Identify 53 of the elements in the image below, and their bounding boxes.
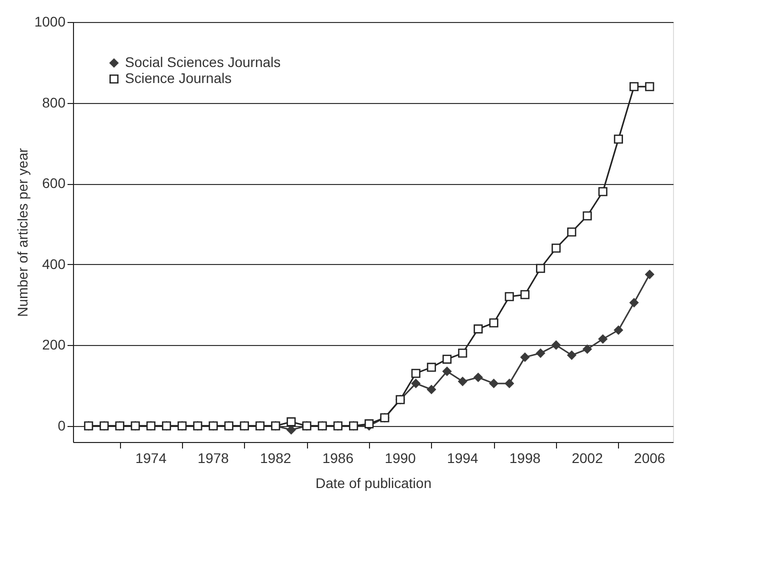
x-tick-label: 1986	[322, 450, 354, 466]
x-tick-label: 1998	[509, 450, 541, 466]
y-axis-title: Number of articles per year	[14, 148, 30, 317]
point	[582, 344, 592, 354]
x-tick-label: 2002	[572, 450, 604, 466]
point	[598, 187, 608, 196]
y-tick-label: 600	[42, 175, 66, 192]
point	[426, 384, 436, 394]
point	[536, 264, 546, 273]
legend-label: Social Sciences Journals	[125, 54, 281, 70]
point	[552, 244, 561, 253]
point	[567, 350, 576, 360]
point	[598, 334, 608, 344]
point	[411, 368, 420, 378]
x-axis-title: Date of publication	[316, 475, 432, 491]
point	[630, 82, 639, 92]
y-tick-label: 800	[42, 94, 66, 110]
point	[474, 324, 483, 334]
x-tick-label: 1982	[260, 450, 292, 466]
point	[567, 227, 576, 237]
point	[520, 352, 530, 362]
x-tick-label: 2006	[634, 450, 666, 466]
x-tick-label: 1994	[447, 450, 478, 466]
point	[489, 378, 498, 388]
y-tick-label: 200	[42, 336, 66, 353]
point	[364, 419, 374, 428]
point	[582, 211, 592, 220]
point	[411, 378, 420, 388]
x-tick-label: 1974	[135, 450, 167, 466]
point	[474, 372, 483, 382]
point	[458, 376, 468, 386]
y-tick-label: 1000	[34, 14, 66, 30]
point	[614, 326, 623, 335]
point	[552, 340, 561, 350]
point	[489, 318, 498, 328]
legend-label: Science Journals	[125, 70, 232, 86]
point	[504, 378, 514, 388]
x-tick-label: 1990	[384, 450, 416, 466]
point	[458, 348, 468, 358]
point	[645, 270, 654, 279]
point	[520, 290, 530, 300]
point	[614, 134, 623, 144]
y-tick-label: 400	[42, 256, 66, 272]
point	[442, 354, 452, 364]
point	[426, 362, 436, 372]
point	[286, 417, 296, 426]
point	[630, 298, 639, 308]
point	[645, 82, 654, 92]
point	[442, 366, 452, 376]
x-tick-label: 1978	[198, 450, 230, 466]
point	[504, 292, 514, 302]
point	[536, 348, 546, 358]
y-tick-label: 0	[58, 417, 66, 434]
